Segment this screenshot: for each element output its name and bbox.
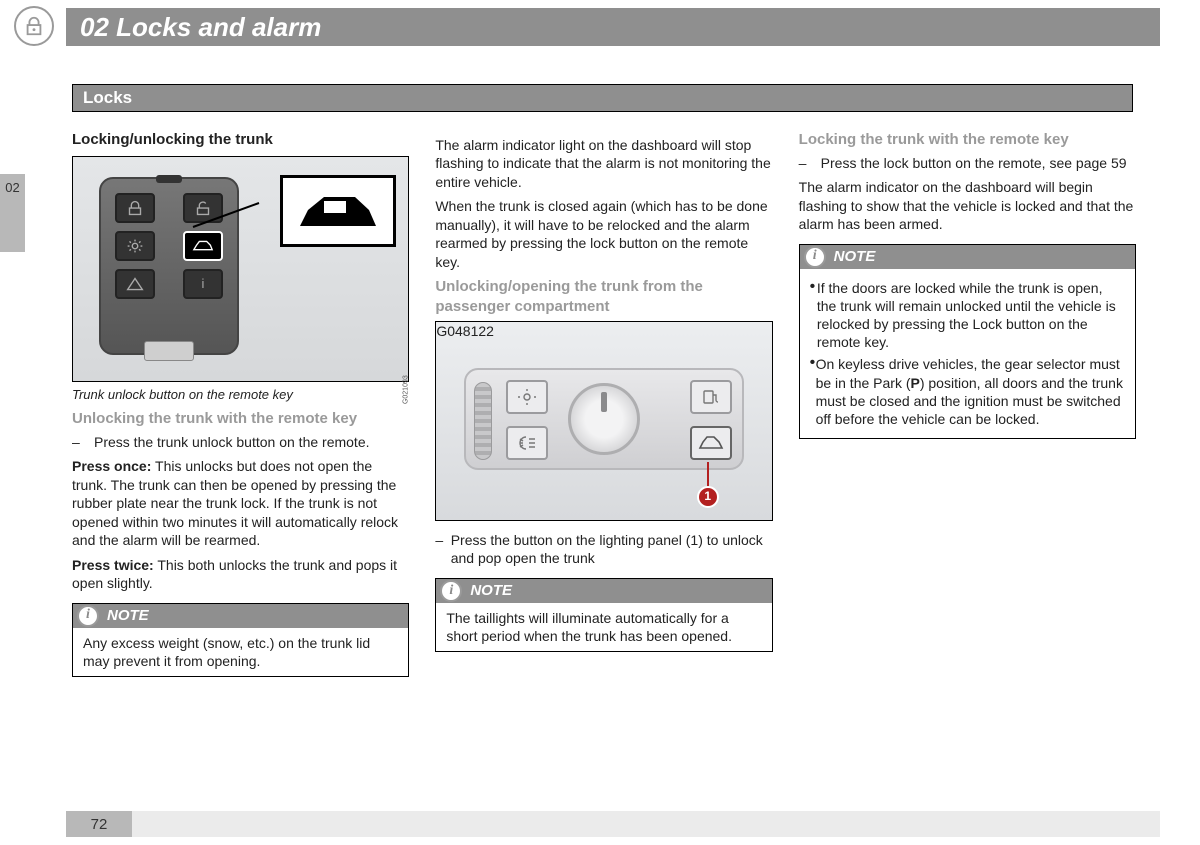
column-2: The alarm indicator light on the dashboa…	[435, 130, 772, 801]
column-1: Locking/unlocking the trunk i G021093 Tr…	[72, 130, 409, 801]
padlock-icon	[23, 15, 45, 37]
note-label: NOTE	[834, 247, 876, 267]
paragraph: Press twice: This both unlocks the trunk…	[72, 556, 409, 593]
note-box: i NOTE Any excess weight (snow, etc.) on …	[72, 603, 409, 677]
paragraph: The alarm indicator light on the dashboa…	[435, 136, 772, 191]
topic-heading: Locking/unlocking the trunk	[72, 130, 409, 150]
paragraph: The alarm indicator on the dashboard wil…	[799, 178, 1136, 233]
figure-remote-key: i G021093	[72, 156, 409, 382]
note-label: NOTE	[470, 581, 512, 601]
section-label: Locks	[73, 85, 1132, 111]
key-light-icon	[115, 231, 155, 261]
callout-line	[707, 462, 709, 488]
content-columns: Locking/unlocking the trunk i G021093 Tr…	[72, 130, 1136, 801]
page-number: 72	[66, 811, 132, 837]
key-hazard-icon	[115, 269, 155, 299]
panel-fuel-icon	[690, 380, 732, 414]
subheading: Unlocking the trunk with the remote key	[72, 409, 409, 429]
lock-icon	[14, 6, 54, 46]
panel-light-icon	[506, 380, 548, 414]
paragraph: Press once: This unlocks but does not op…	[72, 457, 409, 549]
chapter-title: 02 Locks and alarm	[80, 12, 321, 43]
info-icon: i	[440, 580, 462, 602]
paragraph: When the trunk is closed again (which ha…	[435, 197, 772, 271]
key-info-icon: i	[183, 269, 223, 299]
list-item: –Press the lock button on the remote, se…	[799, 154, 1136, 172]
key-lock-icon	[115, 193, 155, 223]
subheading: Unlocking/opening the trunk from the pas…	[435, 277, 772, 317]
figure-code: G021093	[401, 375, 410, 404]
side-tab: 02	[0, 174, 25, 252]
info-icon: i	[804, 246, 826, 268]
figure-lighting-panel: 1 G048122	[435, 321, 772, 521]
figure-code: G048122	[436, 323, 494, 339]
section-bar: Locks	[72, 84, 1133, 112]
list-item: –Press the button on the lighting panel …	[435, 531, 772, 568]
trunk-callout	[280, 175, 396, 247]
figure-caption: Trunk unlock button on the remote key	[72, 386, 409, 403]
chapter-header: 02 Locks and alarm	[66, 8, 1160, 46]
subheading: Locking the trunk with the remote key	[799, 130, 1136, 150]
column-3: Locking the trunk with the remote key –P…	[799, 130, 1136, 801]
list-item: –Press the trunk unlock button on the re…	[72, 433, 409, 451]
rotary-dial-icon	[568, 383, 640, 455]
side-tab-label: 02	[5, 180, 19, 195]
panel-trunk-button	[690, 426, 732, 460]
note-box: i NOTE The taillights will illuminate aut…	[435, 578, 772, 652]
info-icon: i	[77, 605, 99, 627]
footer-bar	[132, 811, 1160, 837]
thumbwheel-icon	[474, 382, 492, 460]
callout-line	[191, 199, 261, 239]
note-body: •If the doors are locked while the trunk…	[800, 269, 1135, 439]
note-body: Any excess weight (snow, etc.) on the tr…	[73, 628, 408, 676]
note-label: NOTE	[107, 606, 149, 626]
callout-pin: 1	[697, 486, 719, 508]
note-body: The taillights will illuminate automatic…	[436, 603, 771, 651]
note-box: i NOTE •If the doors are locked while the…	[799, 244, 1136, 440]
panel-foglight-icon	[506, 426, 548, 460]
